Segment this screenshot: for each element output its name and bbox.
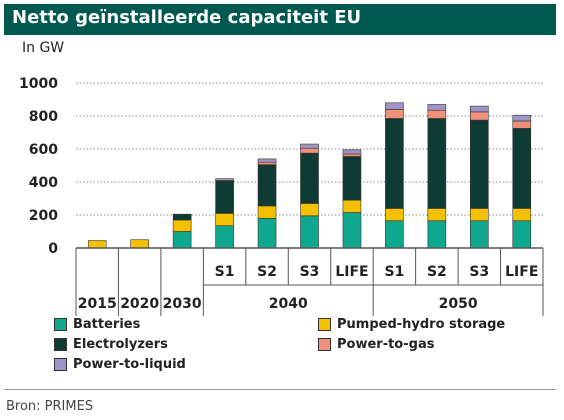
bar-segment xyxy=(342,199,362,213)
x-tick-label: LIFE xyxy=(505,264,538,280)
y-tick-label: 400 xyxy=(29,175,58,191)
y-tick-label: 200 xyxy=(29,208,58,224)
legend-label: Batteries xyxy=(73,317,141,332)
bar-segment xyxy=(385,118,404,209)
bar-segment xyxy=(385,109,404,119)
y-tick-label: 1000 xyxy=(19,76,58,92)
legend-label: Power-to-liquid xyxy=(73,357,186,372)
unit-label: In GW xyxy=(22,40,65,56)
bar-segment xyxy=(300,215,319,249)
bar-segment xyxy=(130,239,149,249)
legend-item: Electrolyzers xyxy=(54,337,168,352)
x-tick-label: S2 xyxy=(427,264,447,280)
bar-segment xyxy=(385,220,404,249)
bar-segment xyxy=(300,147,319,154)
bar-segment xyxy=(385,208,404,222)
legend-swatch xyxy=(318,318,331,331)
bar-segment xyxy=(427,104,447,111)
x-tick-label: S1 xyxy=(384,264,404,280)
y-tick-label: 800 xyxy=(29,109,58,125)
bar-segment xyxy=(300,143,319,149)
legend-swatch xyxy=(54,338,67,351)
bar-segment xyxy=(470,119,489,209)
bar-segment xyxy=(512,114,532,122)
source-note: Bron: PRIMES xyxy=(6,399,94,414)
x-group-label: 2030 xyxy=(163,296,202,312)
x-tick-label: S3 xyxy=(300,264,320,280)
bar-segment xyxy=(512,120,532,129)
legend-item: Power-to-gas xyxy=(318,337,434,352)
x-group-label: 2020 xyxy=(120,296,159,312)
bar-segment xyxy=(512,208,532,222)
bar-segment xyxy=(512,220,532,249)
bar-segment xyxy=(257,161,277,165)
bar-segment xyxy=(257,158,277,163)
bar-segment xyxy=(87,240,107,249)
bar-segment xyxy=(257,164,277,207)
bar-segment xyxy=(427,118,447,209)
bar-segment xyxy=(215,213,234,227)
bar-segment xyxy=(257,205,277,219)
bar-segment xyxy=(257,218,277,249)
bar-segment xyxy=(342,212,362,249)
bar-segment xyxy=(172,231,192,249)
chart-title: Netto geïnstalleerde capaciteit EU xyxy=(12,7,362,28)
bar-segment xyxy=(470,111,489,121)
bar-segment xyxy=(470,208,489,222)
bar-segment xyxy=(427,109,447,119)
legend-item: Batteries xyxy=(54,317,140,332)
bar-segment xyxy=(300,203,319,217)
legend-swatch xyxy=(54,318,67,331)
x-tick-label: LIFE xyxy=(335,264,368,280)
y-tick-label: 0 xyxy=(48,241,58,257)
x-tick-label: S1 xyxy=(215,264,235,280)
x-group-label: 2040 xyxy=(269,296,308,312)
bar-segment xyxy=(512,128,532,209)
bar-segment xyxy=(172,219,192,232)
bar-segment xyxy=(342,153,362,157)
bar-segment xyxy=(300,152,319,204)
bar-segment xyxy=(427,220,447,249)
legend-label: Electrolyzers xyxy=(73,337,168,352)
x-tick-label: S3 xyxy=(469,264,489,280)
legend-swatch xyxy=(318,338,331,351)
bar-segment xyxy=(342,156,362,201)
bar-segment xyxy=(172,213,192,221)
legend-label: Power-to-gas xyxy=(337,337,435,352)
legend-item: Power-to-liquid xyxy=(54,357,186,372)
title-bar: Netto geïnstalleerde capaciteit EU xyxy=(4,4,556,35)
bar-segment xyxy=(470,220,489,249)
bar-segment xyxy=(215,180,234,214)
bar-segment xyxy=(385,102,404,110)
y-tick-label: 600 xyxy=(29,142,58,158)
stacked-bar-chart: 0 200 400 600 800 1000 2015 2020 2030 S1 S2 S3 LIFE 2… xyxy=(19,76,544,316)
bar-segment xyxy=(342,149,362,155)
x-group-label: 2050 xyxy=(439,296,478,312)
legend-swatch xyxy=(54,358,67,371)
legend-label: Pumped-hydro storage xyxy=(337,317,506,332)
source-divider xyxy=(4,389,556,390)
bar-segment xyxy=(215,178,234,181)
bar-segment xyxy=(215,225,234,249)
bar-segment xyxy=(427,208,447,222)
legend-item: Pumped-hydro storage xyxy=(318,317,505,332)
x-group-label: 2015 xyxy=(78,296,117,312)
x-tick-label: S2 xyxy=(257,264,277,280)
bar-segment xyxy=(470,105,489,113)
